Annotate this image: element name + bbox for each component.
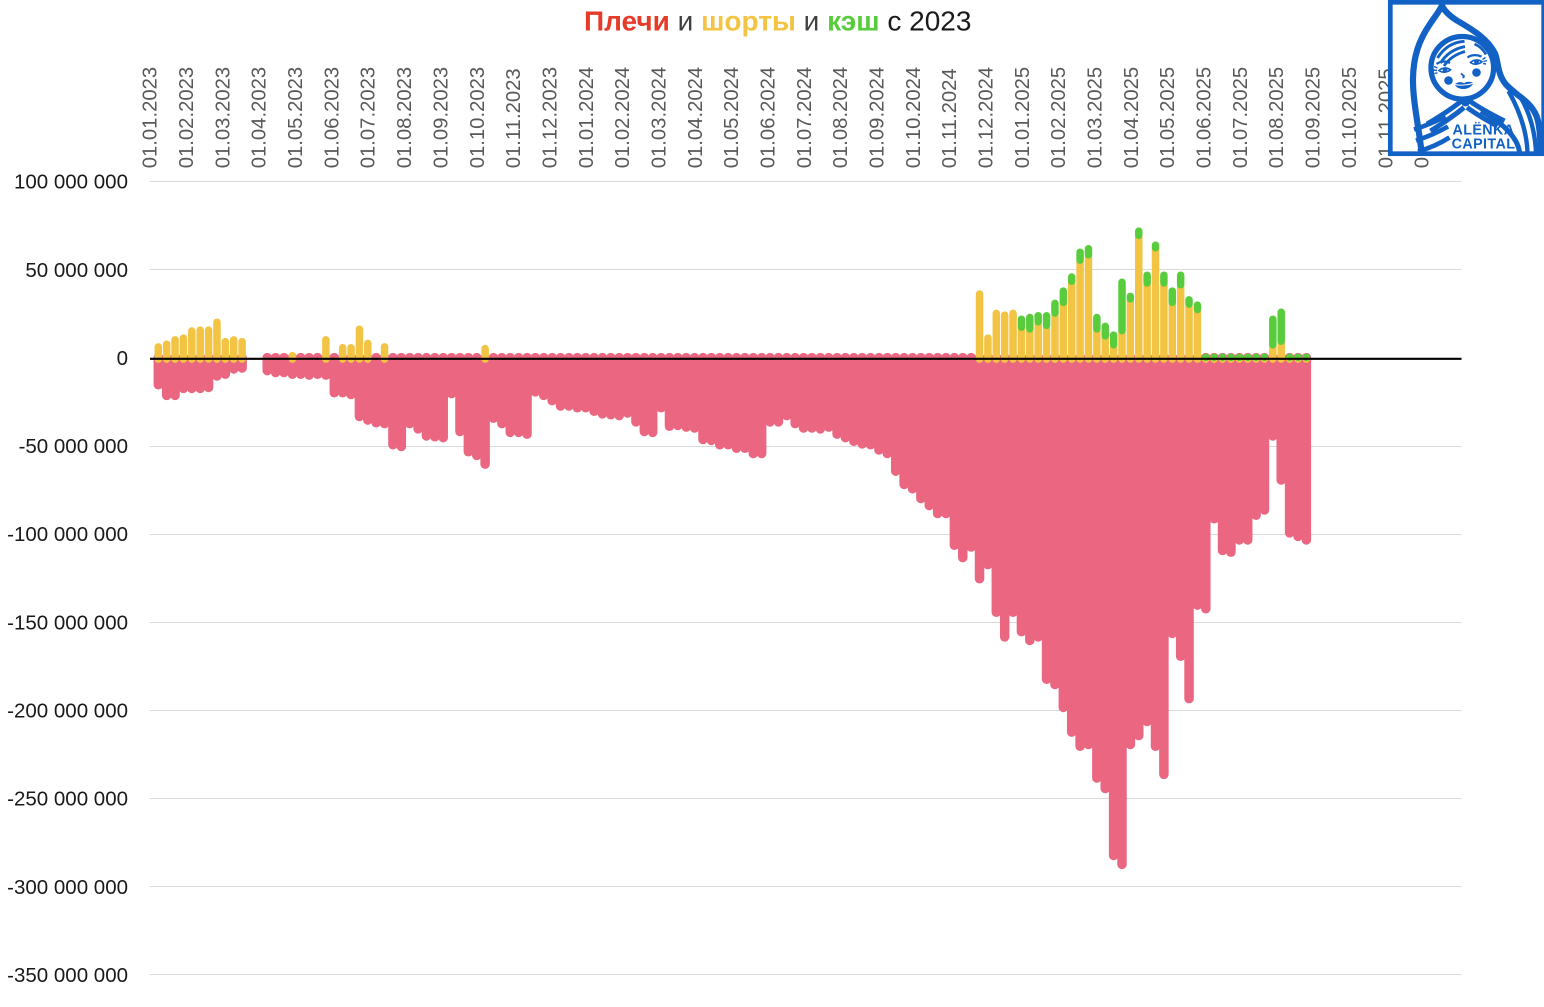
svg-text:01.09.2025: 01.09.2025	[1303, 67, 1325, 169]
svg-text:01.01.2025: 01.01.2025	[1012, 67, 1034, 169]
svg-text:01.06.2024: 01.06.2024	[758, 67, 780, 169]
svg-text:01.06.2025: 01.06.2025	[1194, 67, 1216, 169]
svg-text:01.10.2024: 01.10.2024	[903, 67, 925, 169]
svg-text:-200 000 000: -200 000 000	[7, 700, 128, 723]
svg-text:-100 000 000: -100 000 000	[7, 523, 128, 546]
svg-text:01.09.2024: 01.09.2024	[867, 67, 889, 169]
svg-text:01.02.2023: 01.02.2023	[176, 67, 198, 169]
svg-text:01.01.2023: 01.01.2023	[140, 67, 162, 169]
svg-text:0: 0	[117, 347, 128, 370]
svg-text:01.12.2024: 01.12.2024	[976, 67, 998, 169]
svg-text:-250 000 000: -250 000 000	[7, 788, 128, 811]
svg-text:-50 000 000: -50 000 000	[19, 435, 128, 458]
svg-text:01.04.2025: 01.04.2025	[1121, 67, 1143, 169]
svg-text:01.09.2023: 01.09.2023	[430, 67, 452, 169]
svg-text:01.06.2023: 01.06.2023	[321, 67, 343, 169]
svg-text:50 000 000: 50 000 000	[25, 259, 128, 282]
svg-text:01.10.2025: 01.10.2025	[1339, 67, 1361, 169]
svg-text:01.12.2023: 01.12.2023	[539, 67, 561, 169]
svg-text:01.07.2025: 01.07.2025	[1230, 67, 1252, 169]
svg-text:01.01.2024: 01.01.2024	[576, 67, 598, 169]
svg-text:01.11.2023: 01.11.2023	[503, 68, 525, 168]
svg-text:01.02.2024: 01.02.2024	[612, 67, 634, 169]
svg-text:01.04.2023: 01.04.2023	[249, 67, 271, 169]
svg-text:-300 000 000: -300 000 000	[7, 876, 128, 899]
svg-text:CAPITAL: CAPITAL	[1452, 137, 1516, 153]
svg-text:01.02.2025: 01.02.2025	[1048, 67, 1070, 169]
svg-text:-150 000 000: -150 000 000	[7, 611, 128, 634]
svg-text:01.05.2023: 01.05.2023	[285, 67, 307, 169]
svg-text:01.07.2024: 01.07.2024	[794, 67, 816, 169]
svg-text:01.05.2024: 01.05.2024	[721, 67, 743, 169]
svg-text:01.10.2023: 01.10.2023	[467, 67, 489, 169]
svg-text:Плечи и шорты и кэш с 2023: Плечи и шорты и кэш с 2023	[584, 5, 971, 36]
svg-text:01.03.2025: 01.03.2025	[1085, 67, 1107, 169]
svg-text:ALËNKA: ALËNKA	[1453, 122, 1515, 139]
svg-text:01.08.2024: 01.08.2024	[830, 67, 852, 169]
svg-text:01.08.2023: 01.08.2023	[394, 67, 416, 169]
svg-text:01.07.2023: 01.07.2023	[358, 67, 380, 169]
svg-text:01.11.2024: 01.11.2024	[939, 68, 961, 168]
svg-text:100 000 000: 100 000 000	[14, 171, 128, 194]
svg-text:01.03.2023: 01.03.2023	[212, 67, 234, 169]
svg-text:-350 000 000: -350 000 000	[7, 964, 128, 987]
svg-text:01.08.2025: 01.08.2025	[1266, 67, 1288, 169]
svg-text:01.05.2025: 01.05.2025	[1157, 67, 1179, 169]
svg-text:01.03.2024: 01.03.2024	[649, 67, 671, 169]
svg-text:01.04.2024: 01.04.2024	[685, 67, 707, 169]
